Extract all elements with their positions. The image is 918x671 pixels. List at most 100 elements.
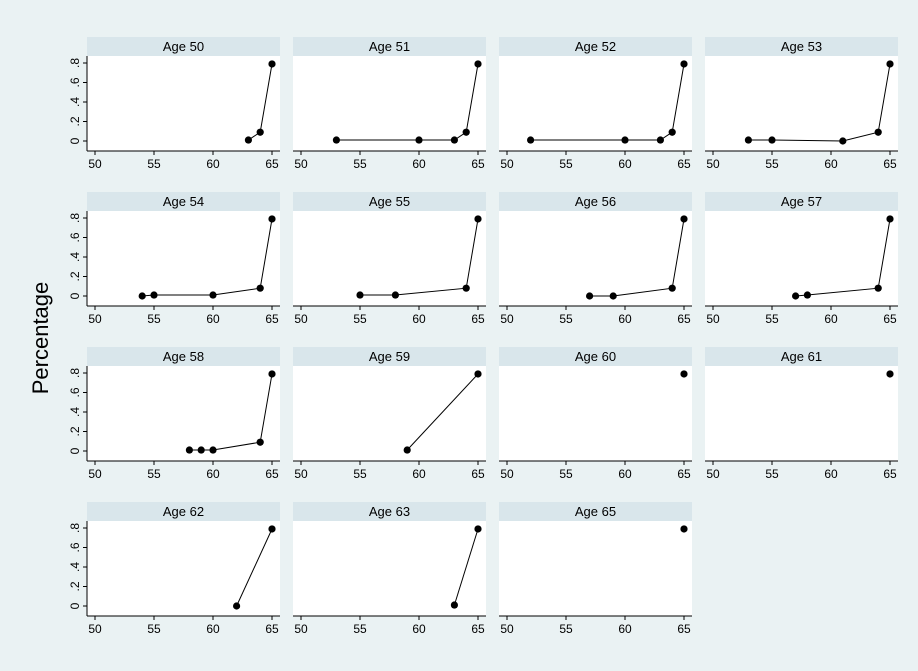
y-tick-label: .4 [68,97,82,107]
data-point [621,136,629,144]
data-point [244,136,252,144]
x-tick-label: 50 [706,157,720,171]
y-tick-label: .2 [68,426,82,436]
x-tick-label: 60 [412,157,426,171]
panel: Age 59 50 55 60 65 [293,347,486,481]
x-tick-label: 65 [265,622,279,636]
data-point [474,215,482,223]
data-point [803,291,812,299]
x-tick-label: 65 [265,312,279,326]
panel-title-strip [293,192,486,211]
panel: Age 56 50 55 60 65 [499,192,692,326]
panel-title: Age 58 [163,349,204,364]
panel-title: Age 53 [781,39,822,54]
plot-area [293,521,486,616]
panel-title: Age 60 [575,349,616,364]
data-point [680,525,688,533]
x-tick-label: 65 [471,467,485,481]
panel-title-strip [87,37,280,56]
x-tick-label: 50 [500,157,514,171]
data-point [874,284,882,292]
y-tick-label: .8 [68,523,82,533]
data-point [656,136,665,144]
panel: Age 50 50 55 60 65 0 .2 .4 .6 .8 [68,37,280,171]
plot-area [499,521,692,616]
panel: Age 60 50 55 60 65 [499,347,692,481]
panel-title: Age 52 [575,39,616,54]
x-tick-label: 50 [706,467,720,481]
panel-title-strip [499,192,692,211]
data-point [415,136,423,144]
y-tick-label: 0 [68,292,82,299]
x-tick-label: 50 [500,622,514,636]
plot-area [293,366,486,461]
plot-area [293,56,486,151]
data-point [391,291,399,299]
series-line [360,218,479,296]
x-tick-label: 55 [147,622,161,636]
data-point [332,136,340,144]
panel-title: Age 51 [369,39,410,54]
y-tick-label: .2 [68,116,82,126]
x-tick-label: 65 [883,157,897,171]
y-tick-label: .6 [68,387,82,397]
x-tick-label: 50 [500,467,514,481]
plot-area [87,56,280,151]
x-tick-label: 50 [500,312,514,326]
x-tick-label: 60 [206,312,220,326]
plot-area [293,211,486,306]
x-tick-label: 55 [147,467,161,481]
panel-title: Age 50 [163,39,204,54]
panel-title-strip [499,37,692,56]
x-tick-label: 60 [618,312,632,326]
x-tick-label: 65 [883,467,897,481]
data-point [886,215,894,223]
x-tick-label: 60 [206,157,220,171]
plot-area [705,211,898,306]
panel: Age 51 50 55 60 65 [293,37,486,171]
data-point [256,128,264,136]
plot-area [87,211,280,306]
plot-area [705,56,898,151]
panel: Age 63 50 55 60 65 [293,502,486,636]
x-tick-label: 55 [765,157,779,171]
series-line [453,528,479,606]
data-point [268,370,276,378]
panel-title-strip [87,347,280,366]
panel-title: Age 57 [781,194,822,209]
data-point [268,525,276,533]
x-tick-label: 55 [559,157,573,171]
data-point [356,291,364,299]
x-tick-label: 60 [412,312,426,326]
x-tick-label: 60 [618,622,632,636]
data-point [680,60,688,68]
panel-title: Age 62 [163,504,204,519]
data-point [668,284,676,292]
panel-title-strip [499,347,692,366]
x-tick-label: 60 [618,467,632,481]
x-tick-label: 55 [765,467,779,481]
y-tick-label: .6 [68,232,82,242]
data-point [268,60,276,68]
panel: Age 53 50 55 60 65 [705,37,898,171]
x-tick-label: 65 [677,622,691,636]
data-point [450,136,458,144]
y-tick-label: 0 [68,602,82,609]
panel-title-strip [705,37,898,56]
x-tick-label: 55 [353,312,367,326]
data-point [527,136,535,144]
x-tick-label: 65 [265,467,279,481]
x-tick-label: 60 [824,157,838,171]
x-tick-label: 60 [412,622,426,636]
y-tick-label: .2 [68,581,82,591]
x-tick-label: 65 [265,157,279,171]
data-point [609,292,617,300]
data-point [197,446,205,454]
panel: Age 57 50 55 60 65 [705,192,898,326]
panel-title: Age 63 [369,504,410,519]
data-point [474,525,482,533]
data-point [886,60,894,68]
panel: Age 54 50 55 60 65 0 .2 .4 .6 .8 [68,192,280,326]
plot-area [87,366,280,461]
panel-title-strip [87,192,280,211]
